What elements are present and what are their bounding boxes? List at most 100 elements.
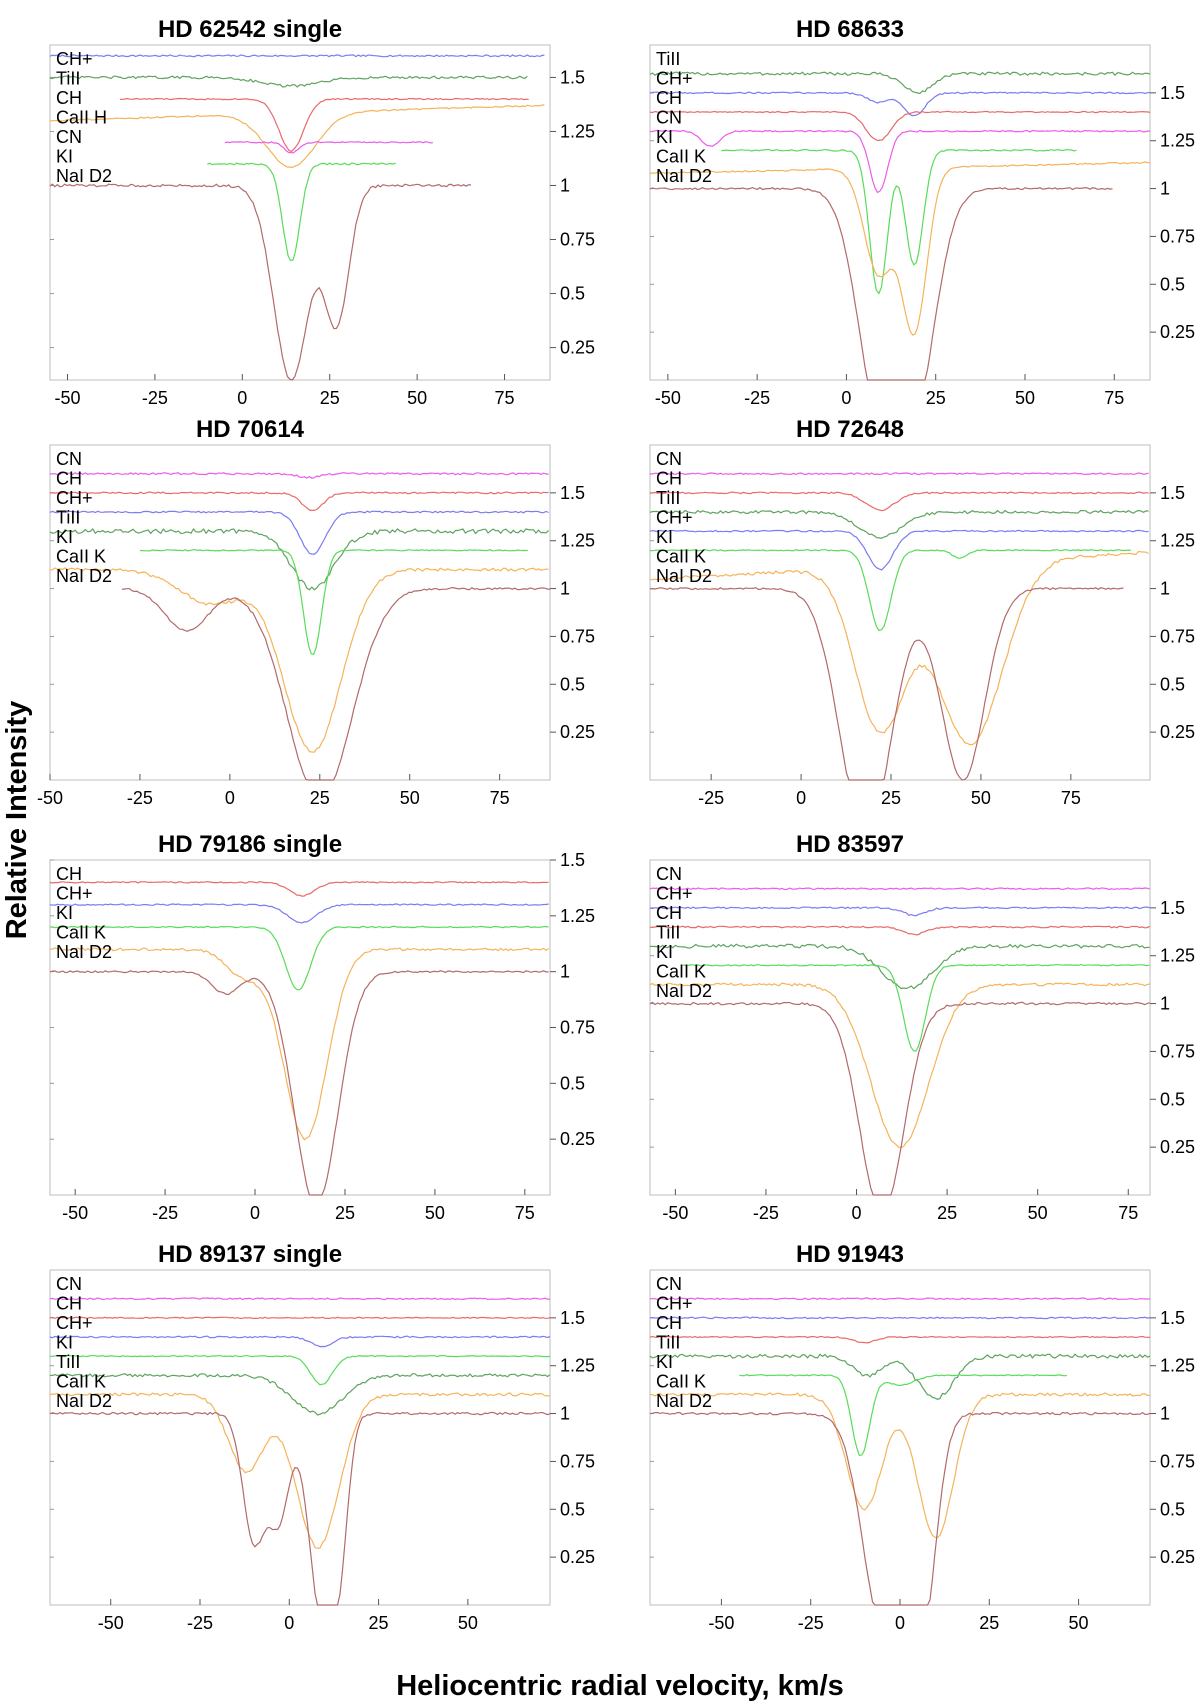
series-label: KI	[656, 942, 673, 962]
y-tick-label: 1.5	[1160, 898, 1185, 918]
x-tick-label: 0	[225, 788, 235, 808]
series-line-ch	[49, 491, 549, 512]
x-tick-label: -50	[54, 388, 80, 408]
x-tick-label: 75	[495, 388, 515, 408]
x-tick-label: 50	[971, 788, 991, 808]
series-line-ch	[119, 97, 529, 153]
x-tick-label: 50	[425, 1203, 445, 1223]
series-line-nai-d2	[649, 186, 1113, 381]
series-label: NaI D2	[656, 981, 712, 1001]
series-line-ch-	[49, 903, 549, 924]
series-line-nai-d2	[121, 586, 551, 781]
panel-1: HD 62542 single -50 -25 0 25 50 75 0.25 0.5 0.75 1…	[49, 16, 595, 408]
series-line-ch-	[49, 54, 545, 58]
series-label: CH	[656, 1313, 682, 1333]
series-line-cn	[650, 1297, 1151, 1301]
series-line-caii-k	[49, 1392, 551, 1549]
series-line-cn	[649, 472, 1149, 476]
y-tick-label: 1.5	[1160, 83, 1185, 103]
y-tick-label: 1	[560, 1404, 570, 1424]
y-tick-label: 0.25	[1160, 722, 1195, 742]
x-tick-label: -50	[662, 1203, 688, 1223]
series-line-ki	[721, 148, 1077, 295]
series-label: CH	[656, 88, 682, 108]
y-tick-label: 0.25	[560, 1129, 595, 1149]
x-tick-label: -25	[698, 788, 724, 808]
x-tick-label: 75	[1061, 788, 1081, 808]
plot-frame	[649, 859, 1151, 1196]
y-tick-label: 1	[560, 175, 570, 195]
y-tick-label: 1	[1160, 579, 1170, 599]
series-line-ch	[649, 491, 1149, 512]
y-tick-label: 1	[1160, 994, 1170, 1014]
y-tick-label: 0.5	[560, 284, 585, 304]
y-tick-label: 0.5	[560, 674, 585, 694]
y-tick-label: 0.75	[560, 1018, 595, 1038]
series-line-tiii	[49, 75, 528, 88]
series-line-ch	[49, 1316, 551, 1320]
series-label: CH	[56, 1294, 82, 1314]
x-tick-label: 50	[1015, 388, 1035, 408]
series-line-nai-d2	[49, 1411, 551, 1606]
series-label: KI	[56, 527, 73, 547]
y-tick-label: 0.75	[560, 1451, 595, 1471]
series-label: KI	[56, 903, 73, 923]
x-tick-label: 0	[895, 1613, 905, 1633]
y-tick-label: 0.25	[1160, 1137, 1195, 1157]
series-label: CH	[656, 903, 682, 923]
series-line-tiii	[649, 1353, 1151, 1400]
series-label: TiII	[656, 49, 680, 69]
x-tick-label: -25	[152, 1203, 178, 1223]
y-tick-label: 0.75	[560, 230, 595, 250]
x-tick-label: 0	[852, 1203, 862, 1223]
y-tick-label: 0.75	[1160, 1451, 1195, 1471]
series-line-ch-	[649, 1316, 1151, 1320]
y-tick-label: 1.5	[560, 67, 585, 87]
panel-title: HD 83597	[796, 831, 904, 858]
x-tick-label: 75	[515, 1203, 535, 1223]
x-tick-label: -50	[708, 1613, 734, 1633]
series-label: KI	[656, 1352, 673, 1372]
series-label: CH+	[656, 508, 693, 528]
series-line-caii-k	[49, 567, 549, 753]
y-tick-label: 1.25	[1160, 531, 1195, 551]
x-tick-label: 25	[937, 1203, 957, 1223]
series-line-cn	[49, 472, 549, 479]
series-label: KI	[656, 527, 673, 547]
series-label: NaI D2	[56, 1391, 112, 1411]
series-label: KI	[56, 1333, 73, 1353]
series-label: CH	[56, 469, 82, 489]
panel-title: HD 62542 single	[158, 16, 342, 43]
series-label: CN	[56, 1274, 82, 1294]
panel-7: HD 89137 single -50 -25 0 25 50 0.25 0.5 0.75 1 1.…	[49, 1241, 595, 1633]
y-tick-label: 1.25	[1160, 131, 1195, 151]
series-label: CH+	[56, 884, 93, 904]
series-label: CN	[656, 108, 682, 128]
y-tick-label: 0.25	[560, 1547, 595, 1567]
panel-3: HD 70614 -50 -25 0 25 50 75 0.25 0.5 0.75 1 1.25 1.5…	[37, 416, 595, 808]
y-tick-label: 0.25	[560, 722, 595, 742]
series-line-tiii	[650, 943, 1150, 990]
series-line-nai-d2	[49, 183, 472, 381]
y-tick-label: 1.5	[560, 483, 585, 503]
plot-frame	[49, 444, 551, 781]
plot-frame	[649, 444, 1151, 781]
x-tick-label: -25	[187, 1613, 213, 1633]
series-label: NaI D2	[656, 566, 712, 586]
x-tick-label: -25	[753, 1203, 779, 1223]
series-line-nai-d2	[49, 970, 549, 1196]
x-tick-label: 25	[335, 1203, 355, 1223]
series-line-cn	[650, 129, 1151, 194]
series-line-ki	[682, 964, 1150, 1052]
series-label: CN	[56, 449, 82, 469]
series-label: CH	[56, 88, 82, 108]
y-tick-label: 1.25	[1160, 1356, 1195, 1376]
x-tick-label: 50	[1069, 1613, 1089, 1633]
y-tick-label: 1	[1160, 179, 1170, 199]
series-label: CaII K	[656, 962, 706, 982]
x-tick-label: -25	[744, 388, 770, 408]
series-label: CaII H	[56, 108, 107, 128]
series-line-tiii	[649, 71, 1151, 95]
y-tick-label: 0.5	[560, 1499, 585, 1519]
x-tick-label: -50	[62, 1203, 88, 1223]
